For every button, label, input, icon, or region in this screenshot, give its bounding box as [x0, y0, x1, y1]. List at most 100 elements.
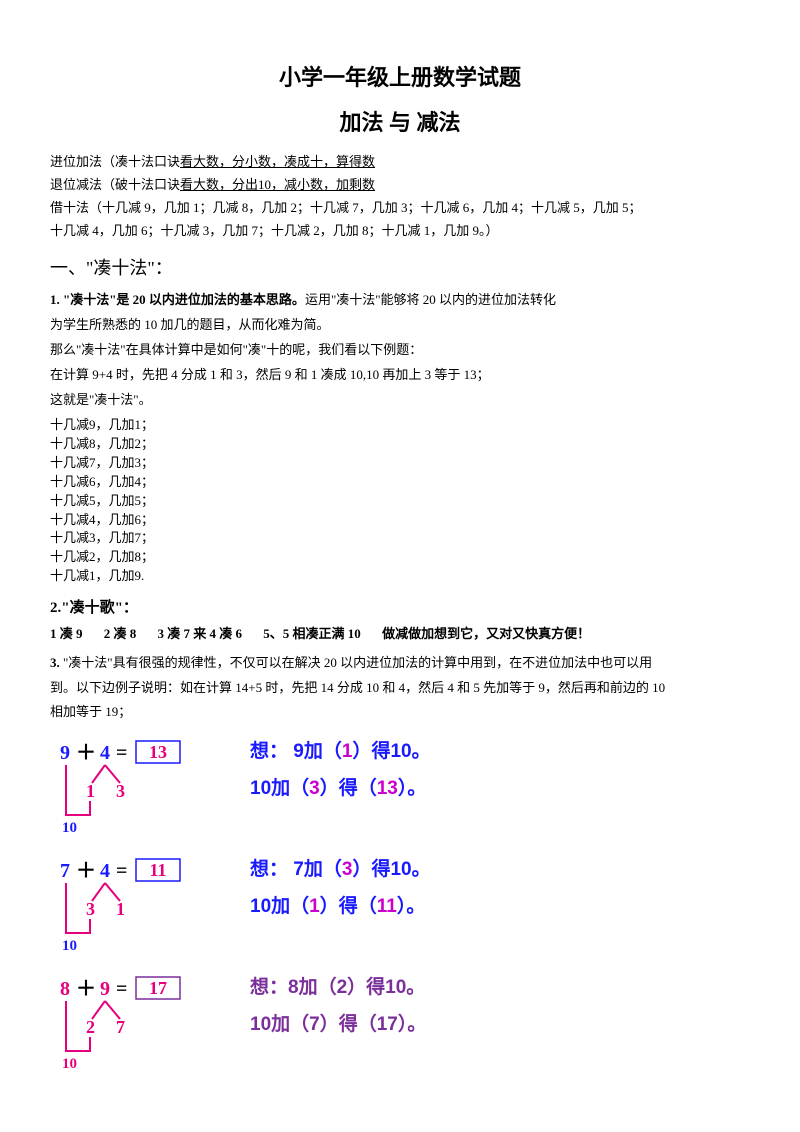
rhyme-item: 十几减5，几加5；: [50, 492, 750, 511]
equals-icon: =: [116, 742, 127, 764]
d1-b: 4: [100, 742, 110, 764]
equals-icon: =: [116, 978, 127, 1000]
d2-b: 4: [100, 860, 110, 882]
para-1-bold: "凑十法"是 20 以内进位加法的基本思路。: [63, 292, 305, 307]
t1-pre: 想：8加（: [250, 977, 337, 998]
t1-post: ）得10。: [352, 859, 430, 880]
d1-sr: 3: [116, 781, 125, 801]
plus-icon: ＋: [76, 742, 96, 764]
d1-ten: 10: [62, 820, 77, 836]
d3-b: 9: [100, 978, 110, 1000]
rhyme-item: 十几减7，几加3；: [50, 454, 750, 473]
d2-r: 11: [149, 860, 166, 880]
t2-pre: 10加（: [250, 1014, 309, 1035]
song-part: 5、5 相凑正满 10: [263, 624, 361, 645]
d2-sr: 1: [116, 899, 125, 919]
para-3a: "凑十法"具有很强的规律性，不仅可以在解决 20 以内进位加法的计算中用到，在不…: [63, 655, 652, 670]
t2-mid: ）得（: [320, 778, 377, 799]
d3-think-2: 10加（7）得（17）。: [250, 1010, 426, 1040]
intro-line-4: 十几减 4，几加 6；十几减 3，几加 7；十几减 2，几加 8；十几减 1，几…: [50, 221, 750, 242]
intro-2a: 退位减法（破十法口诀: [50, 177, 180, 192]
intro-line-1: 进位加法（凑十法口诀看大数，分小数，凑成十，算得数: [50, 152, 750, 173]
diagram-2-svg: 7 ＋ 4 = 11 3 1 10: [50, 855, 230, 955]
t2-mid: ）得（: [320, 1014, 377, 1035]
para-1: 1. "凑十法"是 20 以内进位加法的基本思路。运用"凑十法"能够将 20 以…: [50, 290, 750, 311]
t1-pre: 想： 7加（: [250, 859, 342, 880]
intro-line-3: 借十法（十几减 9，几加 1；几减 8，几加 2；十几减 7，几加 3；十几减 …: [50, 198, 750, 219]
rhyme-item: 十几减8，几加2；: [50, 435, 750, 454]
rhyme-item: 十几减6，几加4；: [50, 473, 750, 492]
d1-think-2: 10加（3）得（13）。: [250, 774, 431, 804]
d2-ten: 10: [62, 938, 77, 954]
d2-a: 7: [60, 860, 70, 882]
intro-1u: 看大数，分小数，凑成十，算得数: [180, 154, 375, 169]
t1-n: 2: [337, 977, 348, 998]
para-3b: 到。以下边例子说明：如在计算 14+5 时，先把 14 分成 10 和 4，然后…: [50, 678, 750, 699]
t2-pre: 10加（: [250, 778, 309, 799]
diagram-2: 7 ＋ 4 = 11 3 1 10 想： 7加（3）得10。 10加（1）得（1…: [50, 855, 750, 955]
d3-r: 17: [149, 978, 167, 998]
para-3: 3. "凑十法"具有很强的规律性，不仅可以在解决 20 以内进位加法的计算中用到…: [50, 653, 750, 674]
para-3c: 相加等于 19；: [50, 702, 750, 723]
diagram-3-think: 想：8加（2）得10。 10加（7）得（17）。: [250, 973, 426, 1040]
main-title: 小学一年级上册数学试题: [50, 60, 750, 95]
para-1-rest: 运用"凑十法"能够将 20 以内的进位加法转化: [305, 292, 556, 307]
diagram-3-svg: 8 ＋ 9 = 17 2 7 10: [50, 973, 230, 1073]
para-1-lead: 1.: [50, 292, 60, 307]
d3-sr: 7: [116, 1017, 125, 1037]
rhyme-item: 十几减3，几加7；: [50, 529, 750, 548]
intro-line-2: 退位减法（破十法口诀看大数，分出10，减小数，加剩数: [50, 175, 750, 196]
d2-think-2: 10加（1）得（11）。: [250, 892, 431, 922]
t2-n: 1: [309, 896, 320, 917]
song-part: 做减做加想到它，又对又快真方便！: [382, 624, 590, 645]
diagram-3: 8 ＋ 9 = 17 2 7 10 想：8加（2）得10。 10加（7）得（17…: [50, 973, 750, 1073]
para-1d: 在计算 9+4 时，先把 4 分成 1 和 3，然后 9 和 1 凑成 10,1…: [50, 365, 750, 386]
diagram-1-svg: 9 ＋ 4 = 13 1 3 10: [50, 737, 230, 837]
sub-title: 加法 与 减法: [50, 105, 750, 140]
song-part: 1 凑 9: [50, 624, 83, 645]
rhyme-list: 十几减9，几加1； 十几减8，几加2； 十几减7，几加3； 十几减6，几加4； …: [50, 416, 750, 586]
equals-icon: =: [116, 860, 127, 882]
song-part: 3 凑 7 来 4 凑 6: [158, 624, 243, 645]
t1-n: 1: [342, 741, 353, 762]
t2-post: ）。: [397, 896, 426, 917]
d2-think-1: 想： 7加（3）得10。: [250, 855, 431, 885]
para-1c: 那么"凑十法"在具体计算中是如何"凑"十的呢，我们看以下例题：: [50, 340, 750, 361]
d3-think-1: 想：8加（2）得10。: [250, 973, 426, 1003]
para-1b: 为学生所熟悉的 10 加几的题目，从而化难为简。: [50, 315, 750, 336]
song-part: 2 凑 8: [104, 624, 137, 645]
d1-think-1: 想： 9加（1）得10。: [250, 737, 431, 767]
intro-2u: 看大数，分出10，减小数，加剩数: [180, 177, 375, 192]
t2-mid: ）得（: [320, 896, 377, 917]
t2-post: ）。: [398, 1014, 427, 1035]
d3-sl: 2: [86, 1017, 95, 1037]
diagram-2-think: 想： 7加（3）得10。 10加（1）得（11）。: [250, 855, 431, 922]
d1-a: 9: [60, 742, 70, 764]
para-1e: 这就是"凑十法"。: [50, 390, 750, 411]
t2-r: 11: [377, 896, 397, 917]
intro-1a: 进位加法（凑十法口诀: [50, 154, 180, 169]
t2-r: 17: [377, 1014, 398, 1035]
song-line: 1 凑 9 2 凑 8 3 凑 7 来 4 凑 6 5、5 相凑正满 10 做减…: [50, 624, 750, 645]
diagram-1: 9 ＋ 4 = 13 1 3 10 想： 9加（1）得10。 10加（3）得（1…: [50, 737, 750, 837]
d3-ten: 10: [62, 1056, 77, 1072]
para-3-lead: 3.: [50, 655, 60, 670]
rhyme-item: 十几减1，几加9.: [50, 567, 750, 586]
rhyme-item: 十几减4，几加6；: [50, 511, 750, 530]
d1-sl: 1: [86, 781, 95, 801]
t2-n: 3: [309, 778, 320, 799]
t2-r: 13: [377, 778, 398, 799]
t2-post: ）。: [398, 778, 427, 799]
t1-n: 3: [342, 859, 353, 880]
rhyme-item: 十几减9，几加1；: [50, 416, 750, 435]
plus-icon: ＋: [76, 978, 96, 1000]
diagram-1-think: 想： 9加（1）得10。 10加（3）得（13）。: [250, 737, 431, 804]
intro-block: 进位加法（凑十法口诀看大数，分小数，凑成十，算得数 退位减法（破十法口诀看大数，…: [50, 152, 750, 241]
para-2-heading: 2."凑十歌"：: [50, 596, 750, 620]
t2-n: 7: [309, 1014, 320, 1035]
rhyme-item: 十几减2，几加8；: [50, 548, 750, 567]
section-a-heading: 一、"凑十法"：: [50, 254, 750, 283]
plus-icon: ＋: [76, 860, 96, 882]
t2-pre: 10加（: [250, 896, 309, 917]
d2-sl: 3: [86, 899, 95, 919]
